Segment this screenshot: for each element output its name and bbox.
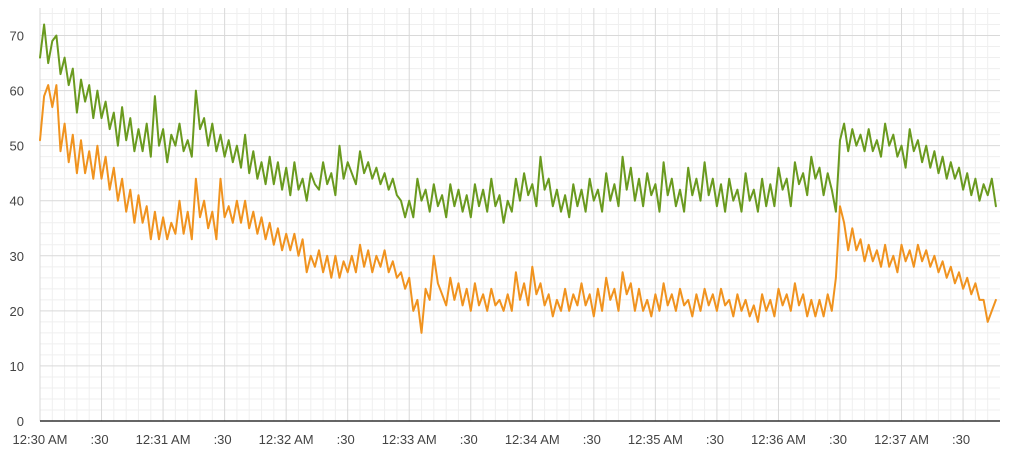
y-tick-label: 30 xyxy=(10,249,24,264)
chart-grid xyxy=(39,8,1000,421)
y-tick-label: 10 xyxy=(10,359,24,374)
x-tick-label: 12:32 AM xyxy=(259,432,314,447)
x-tick-label: 12:37 AM xyxy=(874,432,929,447)
y-tick-label: 20 xyxy=(10,304,24,319)
x-tick-label: 12:34 AM xyxy=(505,432,560,447)
x-tick-label: :30 xyxy=(583,432,601,447)
x-axis: 12:30 AM :30 12:31 AM :30 12:32 AM :30 12:33 A… xyxy=(13,420,1000,447)
x-tick-label: :30 xyxy=(90,432,108,447)
y-tick-label: 70 xyxy=(10,29,24,44)
y-tick-label: 0 xyxy=(17,414,24,429)
y-tick-label: 40 xyxy=(10,194,24,209)
series-line-2 xyxy=(39,84,997,334)
x-tick-label: :30 xyxy=(706,432,724,447)
x-tick-label: :30 xyxy=(460,432,478,447)
x-tick-label: :30 xyxy=(952,432,970,447)
x-tick-label: 12:36 AM xyxy=(751,432,806,447)
x-tick-label: 12:35 AM xyxy=(628,432,683,447)
series-line-1 xyxy=(39,23,997,224)
x-tick-label: 12:31 AM xyxy=(136,432,191,447)
x-tick-label: :30 xyxy=(214,432,232,447)
x-tick-label: 12:33 AM xyxy=(382,432,437,447)
chart-series-layer xyxy=(39,23,997,334)
y-tick-label: 50 xyxy=(10,139,24,154)
x-tick-label: 12:30 AM xyxy=(13,432,68,447)
x-tick-label: :30 xyxy=(337,432,355,447)
x-tick-label: :30 xyxy=(829,432,847,447)
y-axis: 0 10 20 30 40 50 60 70 xyxy=(10,29,24,429)
y-tick-label: 60 xyxy=(10,84,24,99)
